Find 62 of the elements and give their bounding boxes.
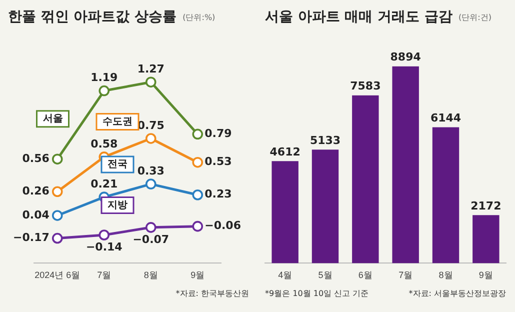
data-label: 0.33 — [137, 164, 164, 178]
bar — [432, 127, 460, 264]
x-tick-label: 8월 — [438, 270, 453, 280]
data-label: 0.56 — [22, 152, 50, 165]
point — [145, 178, 156, 190]
point — [145, 133, 156, 144]
x-tick-label: 2024년 6월 — [34, 270, 80, 280]
series-label: 전국 — [108, 159, 128, 170]
x-tick-label: 4월 — [278, 270, 292, 280]
data-label: 4612 — [270, 145, 300, 158]
point — [52, 232, 63, 244]
data-label: 0.53 — [204, 155, 232, 168]
point — [145, 76, 156, 88]
bar — [392, 66, 419, 264]
x-tick-label: 8월 — [144, 270, 158, 280]
series-label: 지방 — [108, 200, 128, 211]
bar — [312, 150, 339, 264]
data-label: −0.17 — [13, 231, 50, 244]
data-label: 0.21 — [90, 177, 118, 190]
data-label: 2172 — [470, 199, 502, 212]
text: *자료: 한국부동산원 — [176, 288, 249, 299]
data-label: 0.04 — [22, 208, 50, 222]
point — [192, 156, 204, 168]
x-tick-label: 5월 — [318, 270, 332, 280]
bar — [352, 95, 379, 264]
data-label: −0.06 — [204, 219, 242, 232]
bar — [472, 215, 500, 264]
point — [192, 128, 204, 140]
x-tick-label: 9월 — [190, 270, 205, 280]
series-label: 서울 — [42, 114, 63, 125]
text: *9월은 10월 10일 신고 기준 — [265, 288, 369, 299]
point — [145, 222, 156, 233]
chart-subtitle: (단위:%) — [182, 12, 216, 22]
point — [192, 220, 204, 232]
point — [98, 230, 110, 240]
data-label: 6144 — [430, 112, 462, 125]
bar — [272, 161, 298, 264]
data-label: 7583 — [350, 80, 381, 93]
data-label: 0.58 — [90, 137, 118, 150]
point — [192, 189, 204, 200]
point — [52, 186, 63, 198]
data-label: 8894 — [390, 50, 422, 64]
data-label: −0.14 — [86, 240, 123, 254]
text: *자료: 서울부동산정보광장 — [408, 288, 506, 299]
point — [52, 210, 63, 221]
x-tick-label: 7월 — [97, 270, 112, 280]
point — [98, 85, 110, 96]
data-label: −0.07 — [132, 232, 170, 246]
data-label: 1.19 — [90, 71, 118, 84]
data-label: 0.26 — [22, 184, 50, 198]
chart-title: 한풀 꺾인 아파트값 상승률 — [8, 8, 177, 26]
x-tick-label: 6월 — [358, 270, 372, 280]
data-label: 0.79 — [204, 127, 232, 140]
chart-title: 서울 아파트 매매 거래도 급감 — [265, 8, 452, 26]
data-label: 0.23 — [204, 188, 232, 201]
x-tick-label: 7월 — [398, 270, 413, 280]
data-label: 1.27 — [137, 62, 164, 76]
data-label: 5133 — [310, 134, 341, 147]
series-label: 수도권 — [102, 116, 132, 128]
point — [52, 154, 63, 164]
chart-subtitle: (단위:건) — [458, 12, 492, 22]
x-tick-label: 9월 — [478, 270, 493, 280]
